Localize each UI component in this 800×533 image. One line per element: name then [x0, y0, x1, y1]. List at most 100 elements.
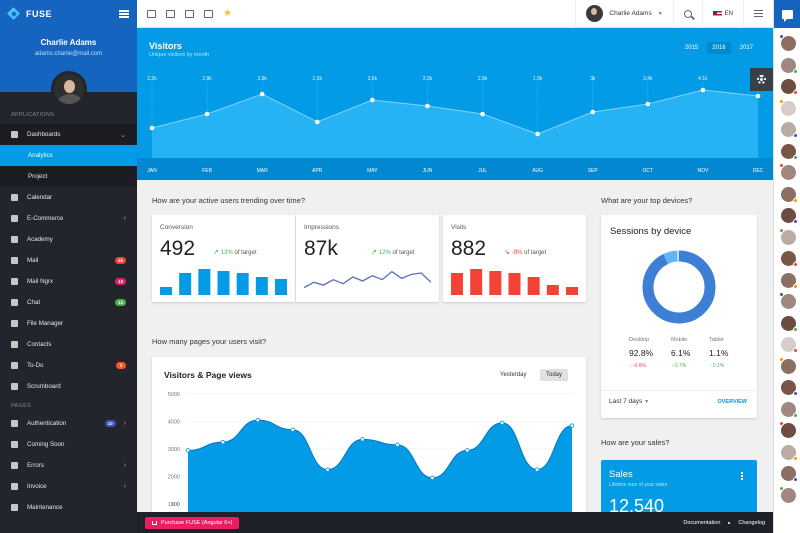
year-button-2017[interactable]: 2017: [739, 45, 753, 51]
pageviews-point[interactable]: [569, 423, 575, 428]
sidebar-item-project[interactable]: Project: [0, 166, 137, 187]
sidebar-item-label: Chat: [27, 299, 41, 306]
sidebar-item-scrumboard[interactable]: Scrumboard: [0, 376, 137, 397]
sidebar-item-mail[interactable]: Mail 25: [0, 250, 137, 271]
more-vert-icon[interactable]: [741, 472, 743, 480]
contact-avatar[interactable]: [781, 208, 798, 224]
chart-point[interactable]: [480, 111, 485, 117]
pageviews-point[interactable]: [395, 442, 400, 448]
pageviews-point[interactable]: [499, 420, 505, 426]
contact-avatar[interactable]: [781, 337, 798, 353]
contact-avatar[interactable]: [781, 466, 798, 482]
contact-avatar[interactable]: [781, 186, 798, 203]
chart-point[interactable]: [590, 109, 596, 115]
chart-point[interactable]: [204, 111, 210, 117]
pageviews-point[interactable]: [255, 417, 261, 423]
user-menu-button[interactable]: Charlie Adams ▼: [575, 0, 672, 28]
avatar[interactable]: [50, 71, 87, 107]
quick-panel-button[interactable]: [743, 0, 773, 28]
contact-avatar[interactable]: [779, 227, 796, 245]
contact-avatar[interactable]: [779, 485, 796, 503]
contact-avatar[interactable]: [781, 444, 798, 461]
sidebar-item-e-commerce[interactable]: E-Commerce ›: [0, 208, 137, 229]
contacts-icon[interactable]: [185, 9, 194, 18]
documentation-link[interactable]: Documentation: [683, 519, 721, 526]
sidebar-item-file-manager[interactable]: File Manager: [0, 313, 137, 334]
contact-avatar[interactable]: [779, 163, 796, 180]
range-select[interactable]: Last 7 days ▼: [609, 398, 649, 405]
chart-point[interactable]: [645, 101, 651, 107]
chart-point[interactable]: [755, 93, 761, 99]
chart-point[interactable]: [259, 91, 265, 97]
todo-icon[interactable]: [204, 9, 213, 18]
sidebar-item-to-do[interactable]: To-Do 3: [0, 355, 137, 376]
menu-icon[interactable]: [119, 10, 129, 18]
changelog-link[interactable]: Changelog: [738, 519, 765, 526]
donut-slice[interactable]: [642, 250, 716, 324]
contact-avatar[interactable]: [779, 34, 796, 51]
contact-avatar[interactable]: [779, 356, 796, 374]
pageviews-point[interactable]: [185, 448, 191, 453]
sidebar-item-invoice[interactable]: Invoice ›: [0, 476, 137, 497]
sidebar-item-dashboards[interactable]: Dashboards ⌄: [0, 124, 137, 145]
sidebar-item-coming-soon[interactable]: Coming Soon: [0, 434, 137, 455]
chart-point[interactable]: [425, 103, 430, 109]
language-button[interactable]: EN: [701, 0, 743, 28]
year-button-2016[interactable]: 2016: [707, 42, 731, 54]
pageviews-point[interactable]: [430, 475, 435, 481]
chart-point[interactable]: [149, 125, 155, 131]
contact-avatar[interactable]: [779, 98, 796, 116]
sidebar-item-calendar[interactable]: Calendar: [0, 187, 137, 208]
tab-yesterday[interactable]: Yesterday: [500, 372, 527, 378]
chart-point[interactable]: [535, 131, 540, 137]
pageviews-point[interactable]: [220, 439, 226, 445]
chart-point[interactable]: [370, 97, 375, 103]
search-button[interactable]: [672, 0, 702, 28]
chart-y-tick: 5000: [168, 392, 180, 398]
star-icon[interactable]: ★: [223, 7, 232, 19]
range-select-value: Last 7 days: [609, 398, 643, 405]
sidebar-item-academy[interactable]: Academy: [0, 229, 137, 250]
sidebar-item-contacts[interactable]: Contacts: [0, 334, 137, 355]
sidebar-item-errors[interactable]: Errors ›: [0, 455, 137, 476]
contact-avatar[interactable]: [781, 315, 798, 332]
chart-point[interactable]: [700, 87, 706, 93]
pageviews-point[interactable]: [534, 467, 540, 472]
sidebar-item-mail-ngrx[interactable]: Mail Ngrx 13: [0, 271, 137, 292]
pageviews-point[interactable]: [465, 448, 470, 453]
kpi-card-impressions: Impressions 87k ↗ 12% of target: [296, 215, 439, 302]
pageviews-point[interactable]: [325, 467, 330, 472]
contact-avatar[interactable]: [781, 401, 798, 418]
sidebar-item-authentication[interactable]: Authentication 10 ›: [0, 413, 137, 434]
calendar-icon[interactable]: [147, 9, 156, 18]
contact-avatar[interactable]: [779, 421, 796, 438]
tab-today[interactable]: Today: [540, 369, 569, 381]
arrow-up-icon: ↑: [709, 363, 713, 369]
device-label: Mobile: [671, 337, 688, 343]
contact-avatar[interactable]: [781, 380, 798, 396]
sidebar-item-maintenance[interactable]: Maintenance: [0, 497, 137, 518]
chart-point[interactable]: [314, 119, 320, 125]
contact-avatar[interactable]: [781, 272, 798, 289]
sidebar-item-chat[interactable]: Chat 13: [0, 292, 137, 313]
nav-pages-list: Authentication 10 › Coming Soon Errors › Invoi…: [0, 413, 137, 518]
sidebar-item-analytics[interactable]: Analytics: [0, 145, 137, 166]
contact-avatar[interactable]: [779, 292, 796, 309]
sidebar-item-label: Academy: [27, 236, 53, 243]
pageviews-point[interactable]: [360, 437, 365, 442]
mail-icon[interactable]: [166, 9, 175, 18]
settings-button[interactable]: [750, 68, 773, 91]
donut-slice[interactable]: [642, 250, 716, 324]
count-badge: 10: [104, 420, 116, 427]
contact-avatar[interactable]: [781, 251, 798, 267]
overview-button[interactable]: OVERVIEW: [717, 399, 747, 405]
contact-avatar[interactable]: [781, 57, 798, 74]
purchase-button[interactable]: Purchase FUSE (Angular 6+): [145, 516, 240, 529]
contact-avatar[interactable]: [781, 79, 798, 95]
pageviews-point[interactable]: [290, 427, 295, 432]
contact-avatar[interactable]: [781, 143, 798, 160]
contact-avatar[interactable]: [781, 122, 798, 138]
kpi-bar: [489, 271, 502, 295]
chat-toggle-button[interactable]: [774, 0, 800, 28]
year-button-2015[interactable]: 2015: [684, 45, 699, 51]
